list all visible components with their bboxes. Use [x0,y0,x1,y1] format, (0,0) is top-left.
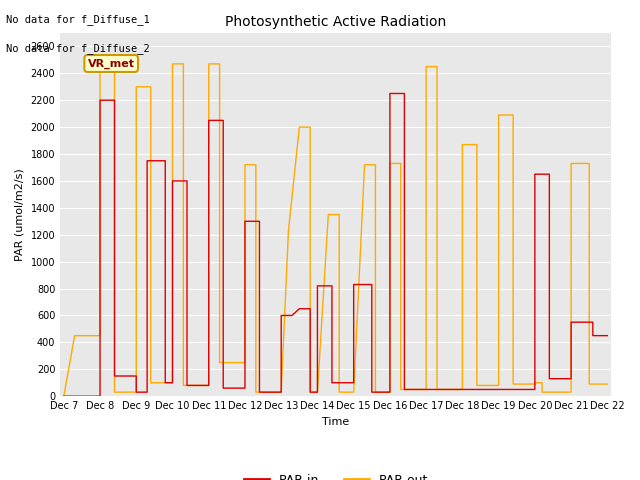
Text: No data for f_Diffuse_1: No data for f_Diffuse_1 [6,14,150,25]
Title: Photosynthetic Active Radiation: Photosynthetic Active Radiation [225,15,446,29]
Legend: PAR in, PAR out: PAR in, PAR out [239,468,432,480]
Text: No data for f_Diffuse_2: No data for f_Diffuse_2 [6,43,150,54]
Text: VR_met: VR_met [88,59,134,69]
Y-axis label: PAR (umol/m2/s): PAR (umol/m2/s) [15,168,25,261]
X-axis label: Time: Time [322,417,349,427]
